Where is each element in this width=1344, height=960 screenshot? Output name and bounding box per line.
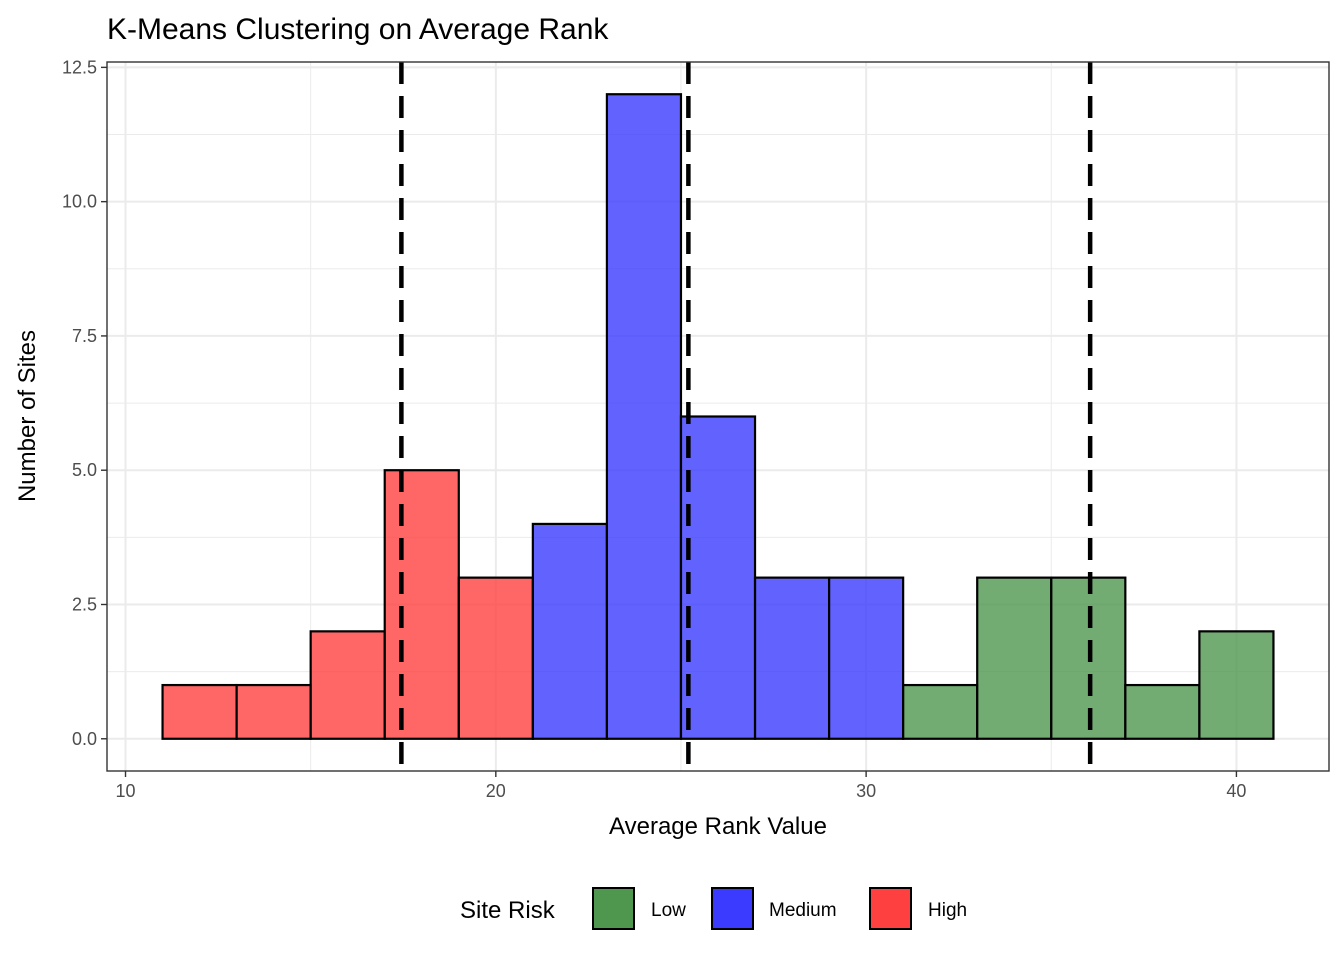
- legend-key-low: [592, 887, 635, 930]
- histogram-bar-medium: [827, 576, 905, 740]
- legend-label-medium: Medium: [769, 900, 837, 921]
- legend-title: Site Risk: [460, 897, 556, 924]
- histogram-bar-high: [457, 576, 534, 740]
- x-tick-label: 10: [115, 781, 135, 801]
- plot-panel-border: [106, 61, 1330, 772]
- legend: Site Risk Low Medium High: [460, 887, 967, 930]
- y-tick-label: 12.5: [62, 57, 97, 77]
- histogram-bar-low: [1124, 683, 1201, 740]
- histogram-bar-low: [1198, 630, 1275, 740]
- histogram-bar-low: [902, 683, 979, 740]
- histogram-bar-low: [976, 576, 1053, 740]
- y-tick-label: 10.0: [62, 192, 97, 212]
- histogram-bar-medium: [531, 522, 609, 740]
- legend-label-high: High: [928, 900, 967, 921]
- histogram-bar-high: [383, 469, 460, 740]
- y-tick-label: 7.5: [72, 326, 97, 346]
- legend-key-medium: [711, 887, 754, 930]
- cluster-center-lines: [399, 62, 1093, 771]
- x-tick-label: 40: [1226, 781, 1246, 801]
- y-axis-title: Number of Sites: [14, 330, 41, 502]
- histogram-bar-high: [161, 683, 238, 740]
- y-axis-ticks: 0.0 2.5 5.0 7.5 10.0 12.5: [62, 57, 107, 749]
- histogram-bar-medium: [605, 93, 683, 740]
- histogram-bar-medium: [753, 576, 831, 740]
- histogram-bar-high: [309, 630, 386, 740]
- legend-label-low: Low: [651, 900, 686, 921]
- x-tick-label: 20: [486, 781, 506, 801]
- histogram-bar-high: [235, 683, 312, 740]
- y-tick-label: 0.0: [72, 729, 97, 749]
- histogram-bar-medium: [679, 415, 757, 740]
- y-tick-label: 2.5: [72, 594, 97, 614]
- x-axis-ticks: 10 20 30 40: [115, 771, 1246, 801]
- histogram-bars: [161, 93, 1275, 740]
- legend-key-high: [869, 887, 912, 930]
- x-tick-label: 30: [856, 781, 876, 801]
- chart-title: K-Means Clustering on Average Rank: [107, 13, 609, 46]
- y-tick-label: 5.0: [72, 460, 97, 480]
- x-axis-title: Average Rank Value: [609, 813, 827, 840]
